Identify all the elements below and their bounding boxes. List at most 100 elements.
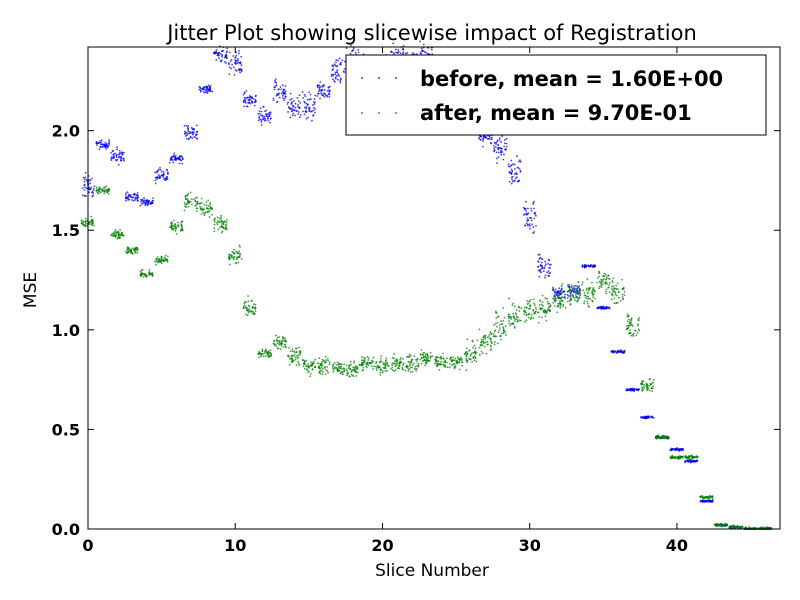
point bbox=[519, 171, 522, 173]
point bbox=[191, 203, 193, 206]
point bbox=[310, 364, 312, 367]
point-cluster bbox=[139, 197, 155, 207]
y-tick-label: 0.0 bbox=[52, 520, 80, 539]
legend-label-before: before, mean = 1.60E+00 bbox=[420, 67, 723, 91]
point bbox=[278, 92, 280, 95]
point-cluster bbox=[375, 355, 390, 376]
point bbox=[323, 95, 326, 98]
point bbox=[471, 360, 474, 363]
point bbox=[299, 116, 301, 118]
point bbox=[547, 262, 550, 265]
point-cluster bbox=[699, 498, 714, 504]
point bbox=[239, 245, 241, 248]
point bbox=[478, 346, 481, 349]
point bbox=[516, 166, 519, 169]
point bbox=[363, 356, 366, 359]
point bbox=[156, 170, 159, 172]
point bbox=[164, 254, 167, 257]
point bbox=[366, 355, 369, 358]
point bbox=[591, 281, 593, 284]
point bbox=[453, 359, 456, 362]
point bbox=[662, 436, 665, 439]
point bbox=[283, 340, 286, 343]
point bbox=[254, 100, 257, 103]
point bbox=[673, 457, 676, 459]
point bbox=[532, 310, 535, 312]
point bbox=[404, 369, 407, 372]
point bbox=[143, 199, 146, 202]
point bbox=[244, 97, 247, 100]
point bbox=[194, 199, 197, 202]
point bbox=[304, 101, 306, 104]
point bbox=[708, 500, 711, 503]
point bbox=[494, 329, 497, 332]
point bbox=[172, 154, 175, 157]
point bbox=[525, 319, 528, 322]
point bbox=[636, 324, 639, 327]
point bbox=[398, 362, 401, 365]
point bbox=[295, 347, 298, 350]
point bbox=[299, 102, 302, 104]
point bbox=[243, 91, 246, 94]
point bbox=[326, 357, 329, 360]
point bbox=[498, 324, 501, 326]
point bbox=[156, 178, 158, 181]
point bbox=[120, 159, 123, 162]
point bbox=[139, 204, 142, 207]
point bbox=[496, 162, 498, 164]
point bbox=[273, 88, 276, 91]
point bbox=[258, 117, 261, 119]
point bbox=[286, 103, 289, 105]
point-cluster bbox=[463, 338, 479, 372]
point bbox=[379, 369, 382, 371]
point bbox=[496, 342, 499, 345]
point bbox=[331, 64, 334, 67]
point bbox=[154, 260, 157, 263]
point bbox=[321, 364, 324, 367]
point bbox=[302, 365, 305, 368]
point bbox=[183, 209, 186, 212]
point bbox=[615, 294, 618, 297]
point bbox=[259, 118, 262, 121]
point bbox=[341, 373, 344, 375]
point bbox=[155, 263, 158, 266]
point bbox=[303, 367, 306, 370]
point bbox=[640, 416, 643, 419]
point bbox=[296, 356, 299, 359]
point bbox=[193, 128, 195, 131]
point bbox=[183, 124, 186, 127]
point bbox=[632, 335, 635, 337]
point bbox=[169, 159, 172, 162]
point bbox=[325, 360, 327, 363]
y-tick-label: 1.5 bbox=[52, 221, 80, 240]
point-cluster bbox=[507, 155, 522, 185]
point bbox=[525, 212, 528, 215]
point bbox=[230, 58, 233, 61]
point bbox=[640, 382, 643, 385]
point bbox=[612, 291, 614, 294]
point bbox=[596, 307, 599, 310]
point bbox=[587, 289, 590, 292]
point bbox=[264, 110, 266, 113]
point bbox=[170, 156, 173, 159]
point bbox=[551, 286, 554, 289]
point bbox=[137, 194, 139, 197]
point bbox=[531, 223, 533, 226]
point bbox=[267, 353, 270, 356]
point bbox=[162, 176, 165, 178]
point bbox=[480, 350, 483, 353]
point bbox=[312, 360, 315, 363]
point bbox=[196, 202, 199, 205]
point bbox=[224, 54, 227, 57]
point bbox=[279, 86, 282, 88]
point bbox=[213, 230, 216, 233]
point bbox=[265, 348, 267, 351]
point bbox=[599, 306, 602, 309]
point bbox=[392, 362, 395, 365]
point bbox=[160, 258, 163, 261]
point bbox=[164, 179, 166, 181]
point bbox=[166, 178, 169, 181]
point bbox=[494, 142, 497, 144]
point-cluster bbox=[212, 45, 228, 64]
point bbox=[225, 221, 228, 224]
